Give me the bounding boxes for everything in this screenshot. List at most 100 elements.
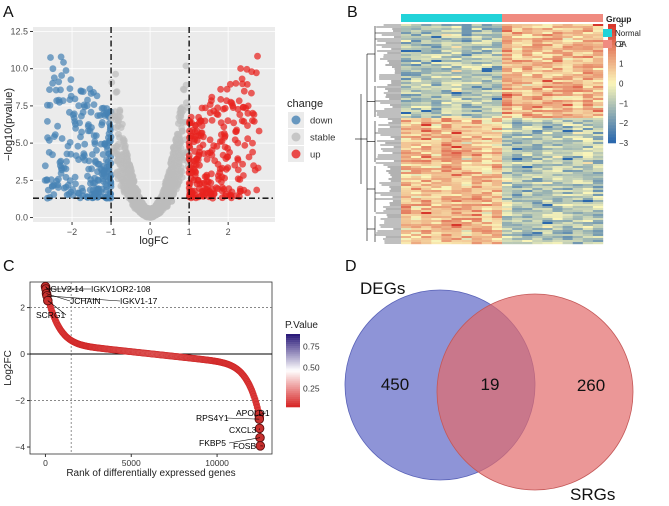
heatmap-cell bbox=[451, 128, 462, 131]
heatmap-cell bbox=[481, 100, 493, 103]
up-point bbox=[241, 142, 249, 149]
heatmap-cell bbox=[502, 120, 513, 123]
heatmap-cell bbox=[411, 178, 422, 181]
heatmap-cell bbox=[512, 170, 523, 173]
heatmap-cell bbox=[512, 210, 523, 213]
heatmap-cell bbox=[552, 28, 563, 31]
p-scale-step bbox=[286, 334, 300, 337]
heatmap-cell bbox=[562, 38, 573, 41]
heatmap-cell bbox=[532, 224, 543, 227]
color-scale-step bbox=[608, 80, 616, 84]
heatmap-cell bbox=[542, 78, 553, 81]
heatmap-cell bbox=[522, 116, 533, 119]
heatmap-cell bbox=[542, 54, 553, 57]
heatmap-cell bbox=[401, 76, 412, 79]
heatmap-cell bbox=[572, 238, 583, 241]
heatmap-cell bbox=[481, 212, 493, 215]
heatmap-cell bbox=[552, 108, 563, 111]
gene-label-leader bbox=[47, 300, 67, 316]
heatmap-cell bbox=[431, 66, 442, 69]
heatmap-cell bbox=[491, 206, 503, 209]
up-point bbox=[244, 122, 251, 129]
heatmap-cell bbox=[542, 84, 553, 87]
heatmap-cell bbox=[451, 70, 462, 73]
heatmap-cell bbox=[431, 76, 442, 79]
heatmap-cell bbox=[471, 152, 482, 155]
heatmap-cell bbox=[542, 192, 553, 195]
heatmap-cell bbox=[502, 170, 513, 173]
heatmap-cell bbox=[421, 158, 432, 161]
heatmap-cell bbox=[491, 72, 503, 75]
heatmap-cell bbox=[532, 76, 543, 79]
volcano-x-tick-label: −1 bbox=[106, 227, 116, 237]
heatmap-cell bbox=[461, 216, 472, 219]
down-point bbox=[90, 101, 98, 108]
heatmap-cell bbox=[441, 80, 452, 83]
heatmap-cell bbox=[471, 136, 482, 139]
heatmap-row-dendrogram bbox=[355, 24, 401, 244]
heatmap-cell bbox=[401, 232, 412, 235]
heatmap-cell bbox=[471, 84, 482, 87]
heatmap-cell bbox=[552, 170, 563, 173]
down-point bbox=[102, 173, 110, 181]
heatmap-cell bbox=[522, 74, 533, 77]
down-point bbox=[107, 183, 115, 190]
heatmap-cell bbox=[411, 124, 422, 127]
heatmap-cell bbox=[451, 232, 462, 235]
up-point bbox=[237, 65, 245, 72]
color-scale-step bbox=[608, 50, 616, 55]
heatmap-cell bbox=[572, 100, 583, 103]
heatmap-cell bbox=[461, 154, 472, 157]
heatmap-cell bbox=[512, 122, 523, 125]
heatmap-cell bbox=[592, 154, 604, 157]
heatmap-cell bbox=[411, 126, 422, 129]
heatmap-cell bbox=[522, 198, 533, 201]
heatmap-cell bbox=[431, 208, 442, 211]
heatmap-cell bbox=[542, 122, 553, 125]
heatmap-cell bbox=[542, 160, 553, 163]
heatmap-cell bbox=[411, 52, 422, 55]
volcano-x-tick-label: 1 bbox=[187, 227, 192, 237]
heatmap-cell bbox=[421, 208, 432, 211]
heatmap-cell bbox=[502, 74, 513, 77]
heatmap-cell bbox=[552, 92, 563, 95]
heatmap-cell bbox=[441, 78, 452, 81]
heatmap-cell bbox=[471, 240, 482, 243]
heatmap-cell bbox=[582, 226, 594, 229]
heatmap-cell bbox=[562, 36, 573, 39]
heatmap-cell bbox=[592, 140, 604, 143]
heatmap-cell bbox=[421, 240, 432, 243]
heatmap-cell bbox=[582, 216, 594, 219]
heatmap-cell bbox=[572, 60, 583, 63]
heatmap-cell bbox=[441, 108, 452, 111]
up-point bbox=[255, 127, 263, 135]
heatmap-cell bbox=[471, 40, 482, 43]
heatmap-cell bbox=[411, 118, 422, 121]
heatmap-cell bbox=[451, 230, 462, 233]
heatmap-cell bbox=[592, 208, 604, 211]
heatmap-cell bbox=[522, 192, 533, 195]
heatmap-cell bbox=[582, 188, 594, 191]
heatmap-cell bbox=[502, 88, 513, 91]
heatmap-cell bbox=[461, 56, 472, 59]
heatmap-cell bbox=[401, 200, 412, 203]
heatmap-cell bbox=[441, 94, 452, 97]
heatmap-cell bbox=[592, 204, 604, 207]
up-point bbox=[223, 85, 231, 93]
heatmap-cell bbox=[451, 154, 462, 157]
heatmap-cell bbox=[461, 40, 472, 43]
heatmap-cell bbox=[431, 166, 442, 169]
heatmap-cell bbox=[461, 238, 472, 241]
heatmap-cell bbox=[491, 230, 503, 233]
heatmap-cell bbox=[411, 46, 422, 49]
heatmap-cell bbox=[552, 176, 563, 179]
heatmap-cell bbox=[471, 130, 482, 133]
up-point bbox=[224, 164, 232, 172]
heatmap-cell bbox=[532, 208, 543, 211]
heatmap-cell bbox=[481, 134, 493, 137]
heatmap-cell bbox=[522, 38, 533, 41]
rank-x-axis-label: Rank of differentially expressed genes bbox=[66, 468, 235, 479]
heatmap-cell bbox=[411, 152, 422, 155]
heatmap-cell bbox=[532, 158, 543, 161]
heatmap-cell bbox=[512, 72, 523, 75]
